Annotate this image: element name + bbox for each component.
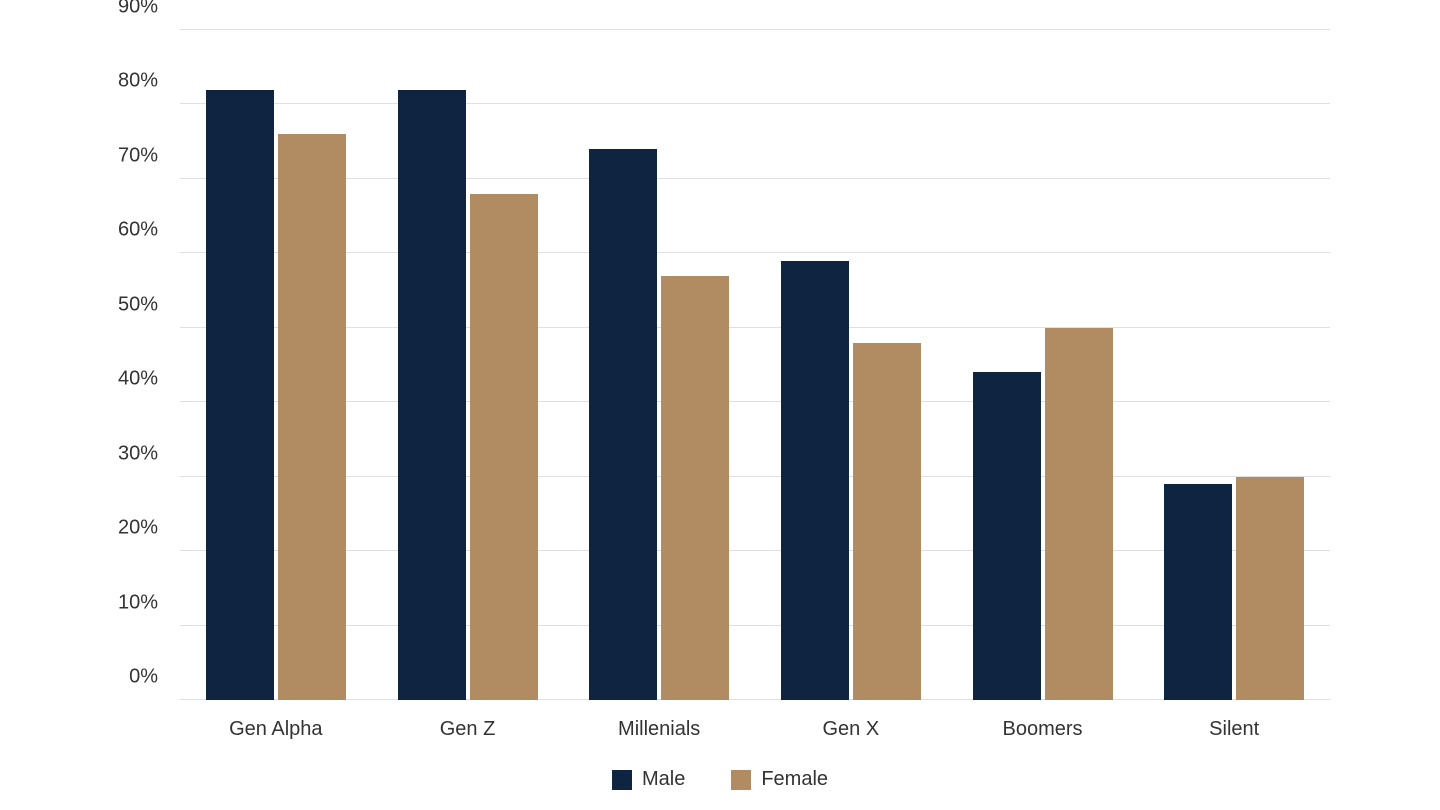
bar-group: Boomers	[947, 30, 1139, 700]
y-tick-label: 80%	[118, 70, 180, 93]
x-tick-label: Gen X	[822, 700, 879, 741]
bar-pair	[206, 90, 346, 700]
plot-area: 90%80%70%60%50%40%30%20%10%0% Gen AlphaG…	[180, 30, 1330, 700]
bar	[470, 194, 538, 700]
bar	[206, 90, 274, 700]
bar-group: Millenials	[563, 30, 755, 700]
bar	[1045, 328, 1113, 700]
x-tick-label: Gen Z	[440, 700, 496, 741]
x-tick-label: Gen Alpha	[229, 700, 322, 741]
bar	[781, 261, 849, 700]
y-tick-label: 70%	[118, 144, 180, 167]
y-tick-label: 60%	[118, 219, 180, 242]
bar-pair	[589, 149, 729, 700]
bar	[1236, 477, 1304, 700]
bar-groups: Gen AlphaGen ZMillenialsGen XBoomersSile…	[180, 30, 1330, 700]
legend-label: Female	[761, 768, 828, 791]
bar	[398, 90, 466, 700]
legend-item-female: Female	[731, 768, 828, 791]
bar	[1164, 484, 1232, 700]
legend-item-male: Male	[612, 768, 685, 791]
legend: Male Female	[0, 768, 1440, 791]
y-tick-label: 10%	[118, 591, 180, 614]
x-tick-label: Silent	[1209, 700, 1259, 741]
y-tick-label: 20%	[118, 517, 180, 540]
y-tick-label: 40%	[118, 368, 180, 391]
bar-pair	[973, 328, 1113, 700]
x-tick-label: Boomers	[1003, 700, 1083, 741]
bar-group: Gen X	[755, 30, 947, 700]
bar	[853, 343, 921, 700]
bar-pair	[1164, 477, 1304, 700]
bar-pair	[781, 261, 921, 700]
chart-container: 90%80%70%60%50%40%30%20%10%0% Gen AlphaG…	[0, 0, 1440, 810]
bar	[589, 149, 657, 700]
bar	[661, 276, 729, 700]
bar	[278, 134, 346, 700]
y-tick-label: 30%	[118, 442, 180, 465]
bar-pair	[398, 90, 538, 700]
bar-group: Silent	[1138, 30, 1330, 700]
bar-group: Gen Alpha	[180, 30, 372, 700]
y-tick-label: 90%	[118, 0, 180, 19]
legend-label: Male	[642, 768, 685, 791]
bar-group: Gen Z	[372, 30, 564, 700]
bar	[973, 372, 1041, 700]
legend-swatch	[612, 770, 632, 790]
y-tick-label: 50%	[118, 293, 180, 316]
y-tick-label: 0%	[129, 666, 180, 689]
legend-swatch	[731, 770, 751, 790]
x-tick-label: Millenials	[618, 700, 700, 741]
